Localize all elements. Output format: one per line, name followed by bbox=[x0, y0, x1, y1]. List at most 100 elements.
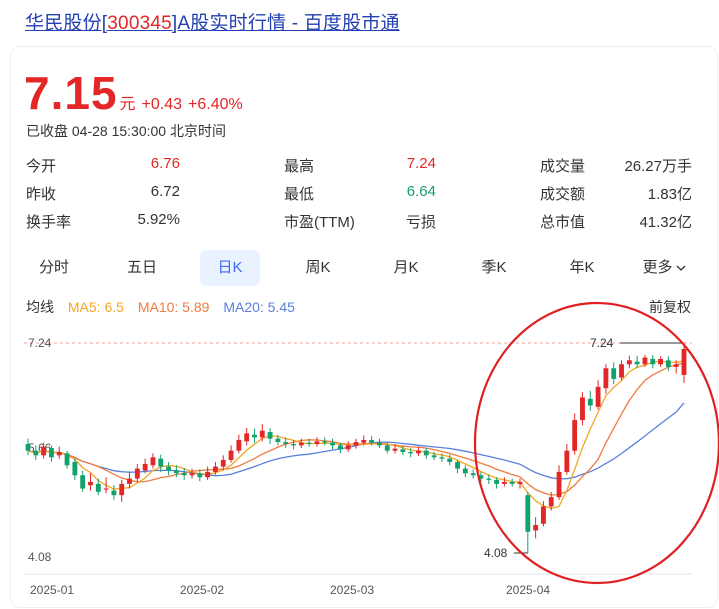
legend-ma20: MA20: 5.45 bbox=[223, 299, 295, 315]
tab-4[interactable]: 月K bbox=[376, 250, 436, 286]
candle-body bbox=[494, 479, 499, 484]
stock-code: 300345 bbox=[107, 13, 172, 34]
candle-body bbox=[400, 449, 406, 452]
candle-body bbox=[455, 461, 460, 469]
candle-body bbox=[603, 368, 609, 389]
candle-body bbox=[103, 488, 109, 490]
candle-body bbox=[72, 461, 78, 476]
candle-body bbox=[189, 473, 195, 476]
stat-value: 6.76 bbox=[150, 155, 180, 172]
candle-body bbox=[56, 451, 62, 456]
tab-3[interactable]: 周K bbox=[288, 250, 348, 286]
y-tick-label: 5.66 bbox=[28, 441, 52, 455]
price-change: +0.43 bbox=[141, 96, 183, 113]
candle-body bbox=[259, 430, 265, 438]
candle-body bbox=[509, 481, 515, 484]
candle-body bbox=[580, 397, 585, 421]
candle-body bbox=[572, 420, 578, 451]
tab-5[interactable]: 季K bbox=[464, 250, 524, 286]
tab-1[interactable]: 五日 bbox=[112, 250, 172, 286]
tab-2[interactable]: 日K bbox=[200, 250, 260, 286]
x-tick-label: 2025-03 bbox=[330, 583, 374, 597]
candle-body bbox=[486, 478, 492, 480]
stat-value: 1.83亿 bbox=[647, 186, 692, 203]
candle-body bbox=[377, 442, 382, 446]
tab-0[interactable]: 分时 bbox=[24, 250, 84, 286]
candle-body bbox=[501, 481, 507, 484]
highlight-circle bbox=[473, 301, 719, 585]
candle-body bbox=[361, 440, 367, 443]
candle-body bbox=[369, 440, 375, 443]
candle-body bbox=[345, 445, 351, 450]
page-title-link[interactable]: 华民股份[300345]A股实时行情 - 百度股市通 bbox=[25, 8, 400, 35]
candle-body bbox=[548, 497, 554, 507]
tab-7[interactable]: 更多 bbox=[636, 250, 692, 286]
adjust-toggle[interactable]: 前复权 bbox=[649, 299, 691, 315]
min-annotation-label: 4.08 bbox=[484, 546, 508, 560]
price-change-pct: +6.40% bbox=[188, 96, 243, 113]
tab-label: 分时 bbox=[38, 259, 69, 276]
candle-body bbox=[619, 364, 624, 378]
stat-label: 市盈(TTM) bbox=[284, 214, 355, 231]
candle-body bbox=[384, 445, 390, 451]
stat-value: 41.32亿 bbox=[639, 214, 692, 231]
tab-6[interactable]: 年K bbox=[552, 250, 612, 286]
legend-ma10: MA10: 5.89 bbox=[137, 299, 210, 315]
candle-body bbox=[314, 441, 320, 445]
legend-ma5: MA5: 6.5 bbox=[67, 299, 124, 315]
stat-value: 26.27万手 bbox=[624, 158, 692, 175]
stat-label: 今开 bbox=[26, 158, 57, 175]
candle-body bbox=[166, 466, 171, 471]
candle-body bbox=[41, 446, 47, 456]
candle-body bbox=[150, 457, 156, 466]
stat-value: 亏损 bbox=[405, 214, 436, 231]
candle-body bbox=[181, 473, 187, 476]
candle-body bbox=[213, 466, 218, 472]
candle-body bbox=[283, 442, 289, 445]
candle-body bbox=[173, 470, 179, 474]
ma-legend: 均线 MA5: 6.5 MA10: 5.89 MA20: 5.45 bbox=[26, 297, 305, 317]
tab-label: 月K bbox=[393, 259, 419, 276]
stat-label: 成交额 bbox=[540, 186, 586, 203]
candle-body bbox=[88, 481, 93, 486]
tab-label: 更多 bbox=[642, 259, 673, 276]
candle-body bbox=[439, 457, 445, 459]
candle-body bbox=[322, 441, 328, 443]
candle-body bbox=[298, 442, 304, 446]
candle-body bbox=[142, 463, 148, 471]
candle-body bbox=[541, 506, 546, 524]
candle-body bbox=[220, 459, 226, 467]
candle-body bbox=[658, 358, 663, 365]
candle-body bbox=[447, 458, 453, 462]
current-price: 7.15 bbox=[24, 67, 118, 119]
price-row: 7.15 元 +0.43 +6.40% bbox=[24, 66, 243, 120]
candle-body bbox=[595, 386, 601, 407]
candle-body bbox=[49, 448, 54, 458]
candle-body bbox=[291, 444, 296, 446]
candle-body bbox=[564, 450, 570, 472]
y-tick-label: 7.24 bbox=[28, 336, 52, 350]
tab-label: 周K bbox=[305, 259, 331, 276]
candle-body bbox=[330, 442, 335, 446]
candle-body bbox=[431, 455, 437, 458]
max-annotation-label: 7.24 bbox=[590, 336, 614, 350]
candle-body bbox=[33, 450, 39, 456]
candle-body bbox=[611, 368, 617, 379]
candle-body bbox=[533, 525, 539, 531]
candle-body bbox=[392, 448, 398, 451]
candle-body bbox=[95, 483, 101, 492]
candle-body bbox=[462, 468, 468, 474]
tab-label: 日K bbox=[217, 259, 243, 276]
stat-label: 换手率 bbox=[26, 214, 72, 231]
candle-body bbox=[416, 450, 421, 454]
x-tick-label: 2025-04 bbox=[506, 583, 550, 597]
candle-body bbox=[478, 475, 484, 479]
chevron-down-icon bbox=[673, 259, 686, 276]
candle-body bbox=[681, 348, 687, 375]
quote-card bbox=[10, 46, 718, 608]
title-suffix: ]A股实时行情 - 百度股市通 bbox=[171, 13, 400, 34]
x-tick-label: 2025-02 bbox=[180, 583, 224, 597]
price-unit: 元 bbox=[119, 96, 136, 113]
ma5-line bbox=[27, 360, 685, 510]
